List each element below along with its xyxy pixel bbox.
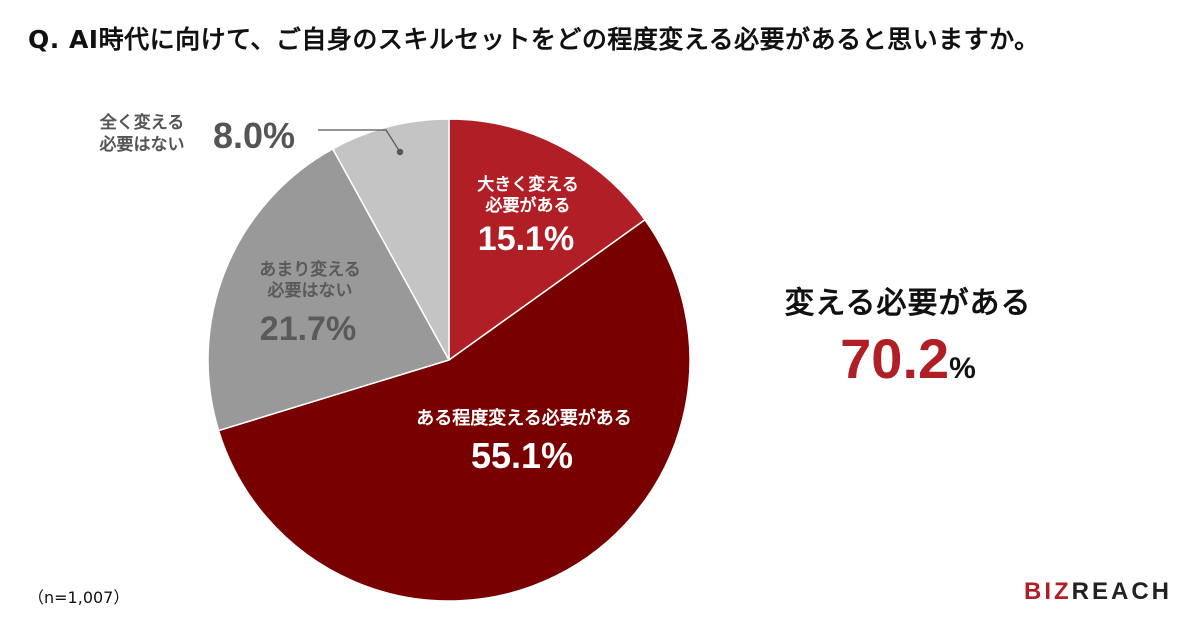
slice-label-1-line-0: ある程度変える必要がある (416, 407, 631, 429)
logo-part1: BIZ (1023, 578, 1072, 605)
question-title: Q. AI時代に向けて、ご自身のスキルセットをどの程度変える必要があると思います… (28, 25, 1040, 54)
sample-size-note: （n=1,007） (28, 588, 130, 607)
summary-label: 変える必要がある (784, 286, 1032, 321)
pie-slice-3 (331, 118, 450, 361)
bizreach-logo: BIZREACH (1024, 578, 1172, 606)
slice-label-3-line-1: 必要はない (99, 134, 185, 155)
leader-dot (396, 148, 404, 156)
slice-label-2-line-0: あまり変える (259, 259, 361, 280)
pie-slice-1 (217, 218, 691, 602)
slice-value-0: 15.1% (478, 220, 574, 258)
slice-value-3: 8.0% (213, 115, 295, 156)
summary-callout: 変える必要がある 70.2% (758, 278, 1058, 391)
summary-unit: % (949, 352, 976, 385)
slice-value-1: 55.1% (471, 435, 573, 476)
slice-label-0-line-0: 大きく変える (477, 174, 579, 195)
slice-label-0-line-1: 必要がある (485, 195, 571, 216)
summary-value: 70.2% (758, 326, 1058, 391)
slice-label-3-line-0: 全く変える (99, 112, 185, 133)
slice-value-2: 21.7% (260, 310, 356, 348)
pie-slice-0 (448, 118, 647, 362)
summary-number: 70.2 (840, 327, 950, 390)
slice-label-2-line-1: 必要はない (267, 280, 353, 301)
logo-part2: REACH (1071, 578, 1172, 605)
leader-line (318, 129, 401, 153)
pie-slice-2 (207, 147, 451, 432)
